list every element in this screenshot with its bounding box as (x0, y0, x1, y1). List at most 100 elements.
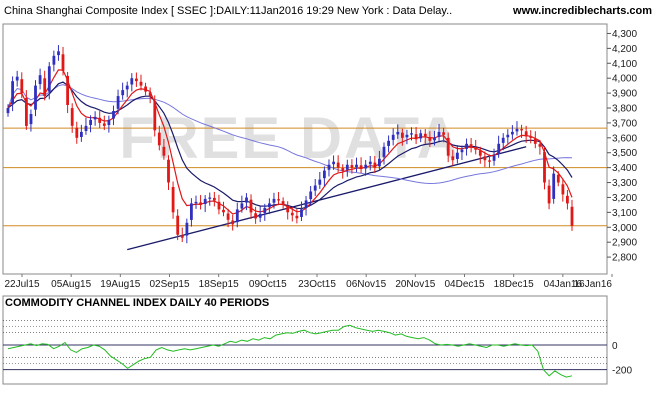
cci-title: COMMODITY CHANNEL INDEX DAILY 40 PERIODS (5, 297, 269, 309)
candle-body (130, 78, 134, 85)
candle-body (538, 144, 542, 147)
candle-body (378, 158, 381, 167)
candle-body (460, 149, 464, 153)
cci-y-tick-label: -200 (612, 366, 632, 377)
candle-body (456, 152, 459, 159)
candle-body (199, 202, 202, 205)
x-tick-label: 04Dec15 (444, 279, 484, 290)
candle-body (345, 164, 349, 170)
candle-body (469, 144, 473, 147)
candle-body (295, 215, 299, 219)
y-tick-label: 3,700 (612, 118, 637, 129)
y-tick-label: 2,800 (612, 253, 637, 264)
candle-body (80, 131, 83, 137)
candle-body (483, 156, 487, 161)
candle-body (167, 159, 170, 183)
candle-body (153, 101, 157, 131)
candle-body (501, 137, 505, 143)
candle-body (323, 170, 326, 179)
candle-body (148, 92, 152, 97)
candle-body (336, 162, 340, 168)
candle-body (213, 197, 216, 201)
candle-body (180, 235, 184, 238)
candle-body (442, 132, 445, 135)
x-tick-label: 02Sep15 (149, 279, 189, 290)
x-tick-label: 19Aug15 (100, 279, 140, 290)
candle-body (327, 164, 331, 170)
candle-body (20, 79, 24, 94)
candle-body (75, 127, 79, 138)
candle-body (84, 125, 88, 131)
candle-body (515, 128, 519, 132)
candle-body (433, 137, 436, 141)
candle-body (208, 197, 212, 199)
candle-body (446, 138, 450, 156)
site-name: www.incrediblecharts.com (512, 5, 652, 17)
x-tick-label: 20Nov15 (395, 279, 435, 290)
trend-line (127, 146, 527, 251)
candle-body (520, 129, 523, 131)
candle-body (203, 198, 207, 204)
candle-body (176, 215, 180, 235)
y-tick-label: 4,200 (612, 44, 637, 55)
candle-body (235, 209, 239, 223)
support-lines (3, 127, 607, 227)
candle-body (543, 152, 546, 183)
candle-body (25, 98, 28, 126)
candle-body (304, 200, 308, 208)
candles (6, 45, 574, 244)
candle-body (419, 133, 423, 139)
x-tick-label: 16Jan16 (574, 279, 613, 290)
candle-body (29, 114, 33, 125)
y-tick-label: 3,100 (612, 208, 637, 219)
candle-body (286, 206, 290, 213)
x-tick-label: 22Jul15 (4, 279, 39, 290)
candle-body (524, 131, 528, 137)
candle-body (281, 201, 285, 205)
candle-body (102, 123, 106, 126)
candle-body (318, 179, 322, 185)
cci-reference-lines (3, 320, 607, 371)
candle-body (254, 213, 257, 219)
candle-body (272, 198, 276, 203)
candle-body (556, 174, 560, 183)
candle-body (290, 212, 294, 216)
x-tick-label: 05Aug15 (51, 279, 91, 290)
candle-body (566, 195, 569, 204)
candle-body (6, 108, 10, 114)
chart-title: China Shanghai Composite Index [ SSEC ]:… (4, 5, 452, 17)
ma-mid-line (7, 81, 573, 210)
candle-body (300, 209, 303, 217)
candle-body (451, 156, 455, 161)
candle-body (144, 86, 147, 92)
candle-body (34, 85, 37, 110)
candle-body (465, 143, 468, 149)
candle-body (355, 164, 358, 168)
candle-body (190, 203, 193, 220)
candle-body (350, 165, 354, 168)
candle-body (428, 137, 432, 141)
candle-body (277, 199, 280, 201)
candle-body (332, 161, 335, 165)
candle-body (116, 96, 120, 109)
candle-body (401, 132, 404, 138)
candle-body (364, 164, 368, 169)
candle-body (263, 207, 267, 213)
candle-body (396, 131, 400, 135)
candle-body (89, 119, 92, 125)
ma-long-line (7, 84, 573, 185)
candle-body (70, 108, 74, 126)
y-tick-label: 3,400 (612, 163, 637, 174)
candle-body (341, 168, 345, 171)
candle-body (98, 117, 102, 123)
candle-body (405, 134, 409, 138)
candle-body (171, 187, 175, 213)
candle-body (139, 81, 143, 86)
x-tick-label: 23Oct15 (298, 279, 336, 290)
candle-body (162, 146, 166, 156)
y-tick-label: 3,300 (612, 178, 637, 189)
cci-series (7, 324, 573, 378)
y-tick-label: 3,900 (612, 89, 637, 100)
